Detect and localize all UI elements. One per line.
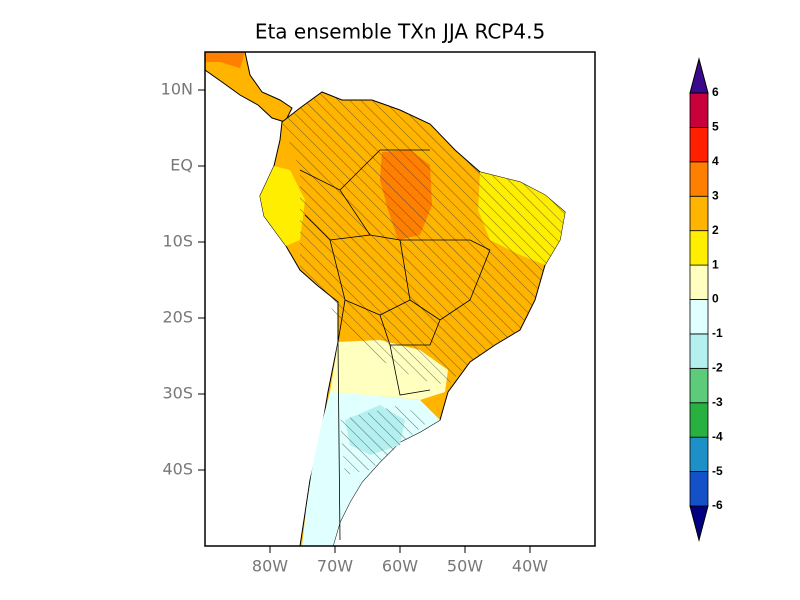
- colorbar-label: -6: [712, 498, 723, 512]
- colorbar-high-triangle: [689, 57, 709, 94]
- lon-tick-label: 60W: [382, 557, 418, 576]
- lat-tick-label: 20S: [162, 308, 193, 327]
- colorbar-box: [689, 92, 709, 128]
- map-area: [205, 52, 566, 546]
- colorbar-label: 6: [712, 85, 719, 99]
- lon-tick-label: 40W: [512, 557, 548, 576]
- colorbar-box: [689, 195, 709, 232]
- colorbar-box: [689, 299, 709, 335]
- colorbar-low-triangle: [689, 505, 709, 542]
- region-warm-west: [260, 166, 305, 246]
- colorbar: -6 -5 -4 -3 -2 -1 0 1 2 3 4 5 6: [689, 57, 723, 542]
- colorbar-label: 3: [712, 188, 719, 202]
- yucatan-hot: [205, 52, 245, 68]
- lon-tick-label: 50W: [447, 557, 483, 576]
- lat-tick-label: 30S: [162, 384, 193, 403]
- hatch-south: [340, 405, 430, 475]
- colorbar-label: -2: [712, 361, 723, 375]
- lat-tick-label: 40S: [162, 460, 193, 479]
- colorbar-label: 5: [712, 120, 719, 134]
- colorbar-label: -4: [712, 429, 723, 443]
- axes: 10N EQ 10S 20S 30S 40S 80W 70W 60W 50W 40W: [161, 80, 549, 576]
- colorbar-box: [689, 367, 709, 404]
- central-america: [205, 52, 293, 123]
- colorbar-box: [689, 264, 709, 300]
- lon-tick-label: 70W: [317, 557, 353, 576]
- lat-tick-label: 10N: [161, 80, 193, 99]
- colorbar-label: 0: [712, 292, 719, 306]
- colorbar-label: -5: [712, 464, 723, 478]
- colorbar-box: [689, 333, 709, 369]
- colorbar-box: [689, 436, 709, 472]
- country-borders: [299, 149, 491, 541]
- colorbar-label: 4: [712, 154, 719, 168]
- lat-tick-label: EQ: [170, 156, 193, 175]
- colorbar-box: [689, 161, 709, 197]
- hatch-north: [282, 92, 565, 385]
- lon-tick-label: 80W: [252, 557, 288, 576]
- colorbar-label: -1: [712, 326, 723, 340]
- lat-tick-label: 10S: [162, 232, 193, 251]
- colorbar-label: -3: [712, 395, 723, 409]
- colorbar-box: [689, 127, 709, 163]
- colorbar-box: [689, 230, 709, 266]
- colorbar-box: [689, 402, 709, 438]
- title: Eta ensemble TXn JJA RCP4.5: [255, 20, 545, 44]
- colorbar-box: [689, 471, 709, 507]
- colorbar-label: 1: [712, 257, 719, 271]
- colorbar-label: 2: [712, 223, 719, 237]
